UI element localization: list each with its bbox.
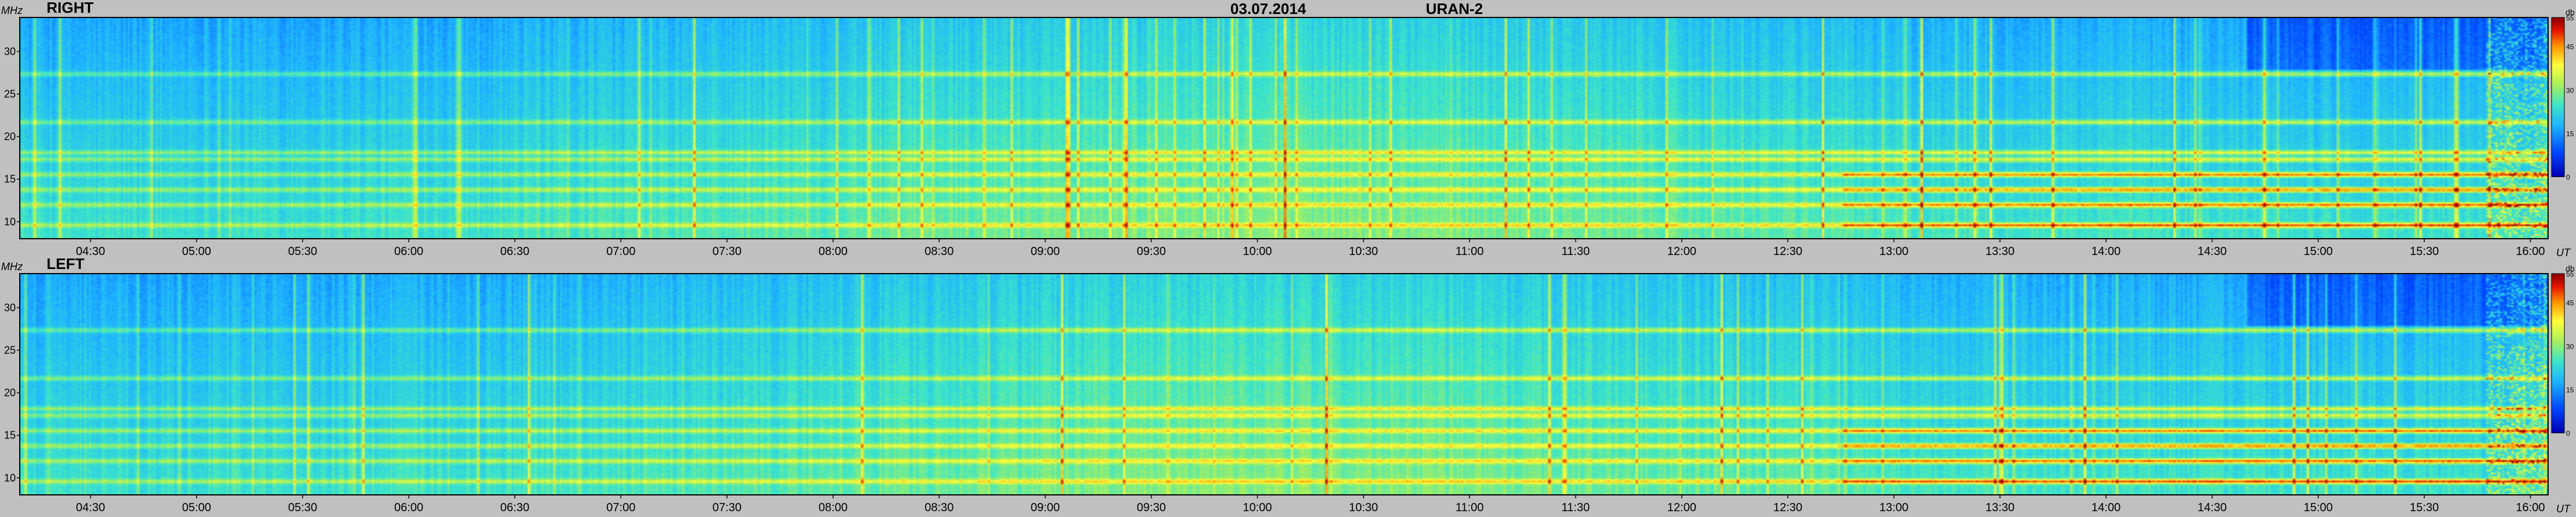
x-tick-label: 05:00 bbox=[182, 245, 211, 258]
colorbar-tick-label: 15 bbox=[2566, 386, 2574, 394]
colorbar bbox=[2552, 274, 2564, 433]
y-axis-label: MHz bbox=[1, 261, 23, 272]
x-tick-label: 11:30 bbox=[1561, 501, 1590, 514]
x-tick-label: 08:30 bbox=[924, 501, 953, 514]
y-tick-label: 30 bbox=[4, 45, 16, 57]
spectrogram-image bbox=[20, 17, 2548, 239]
colorbar-tick-label: 0 bbox=[2566, 173, 2570, 182]
x-tick-label: 11:30 bbox=[1561, 245, 1590, 258]
spectrogram-panel-right: RIGHT MHz 10 15 20 25 30 04:30 05:00 05:30 06:00 06… bbox=[1, 0, 2575, 258]
colorbar-tick-label: 0 bbox=[2566, 430, 2570, 438]
observation-date: 03.07.2014 bbox=[1230, 0, 1307, 17]
x-tick-label: 13:00 bbox=[1879, 501, 1908, 514]
x-tick-label: 05:00 bbox=[182, 501, 211, 514]
y-axis-label: MHz bbox=[1, 5, 23, 16]
spectrogram-image bbox=[20, 274, 2548, 495]
x-tick-label: 05:30 bbox=[288, 245, 317, 258]
colorbar-tick-label: 45 bbox=[2566, 299, 2574, 307]
colorbar-label: db bbox=[2566, 8, 2575, 17]
colorbar-tick-label: 30 bbox=[2566, 342, 2574, 350]
colorbar-tick-label: 30 bbox=[2566, 86, 2574, 94]
x-tick-label: 12:00 bbox=[1667, 501, 1696, 514]
x-tick-label: 08:30 bbox=[924, 245, 953, 258]
colorbar bbox=[2552, 17, 2564, 177]
x-tick-label: 07:30 bbox=[713, 501, 742, 514]
x-tick-label: 12:30 bbox=[1773, 245, 1802, 258]
spectrogram-panel-left: LEFT MHz 10 15 20 25 30 04:30 05:00 05:30 06:00 06:… bbox=[1, 255, 2575, 515]
x-tick-label: 09:30 bbox=[1137, 501, 1166, 514]
x-tick-label: 08:00 bbox=[819, 245, 848, 258]
x-tick-label: 13:30 bbox=[1986, 501, 2015, 514]
instrument-name: URAN-2 bbox=[1426, 0, 1483, 17]
x-tick-label: 13:30 bbox=[1986, 245, 2015, 258]
x-tick-label: 09:00 bbox=[1031, 501, 1060, 514]
x-tick-label: 07:00 bbox=[606, 501, 635, 514]
x-tick-label: 06:00 bbox=[394, 245, 424, 258]
panel-title: LEFT bbox=[47, 255, 84, 272]
x-tick-label: 14:30 bbox=[2198, 501, 2227, 514]
x-tick-label: 11:00 bbox=[1456, 501, 1484, 514]
x-tick-label: 07:00 bbox=[606, 245, 635, 258]
x-tick-label: 15:00 bbox=[2304, 501, 2333, 514]
x-tick-label: 06:30 bbox=[500, 245, 529, 258]
x-tick-label: 14:00 bbox=[2091, 245, 2120, 258]
x-tick-label: 06:30 bbox=[500, 501, 529, 514]
colorbar-tick-label: 55 bbox=[2566, 270, 2574, 278]
y-tick-label: 10 bbox=[4, 472, 16, 484]
x-tick-label: 05:30 bbox=[288, 501, 317, 514]
x-tick-label: 10:00 bbox=[1243, 245, 1272, 258]
colorbar-tick-label: 45 bbox=[2566, 43, 2574, 51]
colorbar-frame bbox=[2551, 17, 2565, 178]
x-tick-label: 15:30 bbox=[2410, 245, 2439, 258]
x-tick-label: 15:00 bbox=[2304, 245, 2333, 258]
colorbar-tick-label: 15 bbox=[2566, 130, 2574, 138]
x-tick-label: 12:00 bbox=[1667, 245, 1696, 258]
x-tick-label: 11:00 bbox=[1456, 245, 1484, 258]
x-tick-label: 04:30 bbox=[76, 501, 105, 514]
x-tick-label: 14:00 bbox=[2091, 501, 2120, 514]
x-tick-label: 12:30 bbox=[1773, 501, 1802, 514]
y-tick-label: 25 bbox=[4, 88, 16, 100]
panel-title: RIGHT bbox=[47, 0, 94, 16]
y-tick-label: 20 bbox=[4, 131, 16, 143]
plot-frame bbox=[19, 17, 2549, 239]
y-tick-label: 25 bbox=[4, 345, 16, 356]
x-tick-label: 10:30 bbox=[1349, 501, 1378, 514]
x-tick-label: 06:00 bbox=[394, 501, 424, 514]
colorbar-frame bbox=[2551, 273, 2565, 434]
x-tick-label: 08:00 bbox=[819, 501, 848, 514]
x-tick-label: 14:30 bbox=[2198, 245, 2227, 258]
x-axis-label: UT bbox=[2556, 503, 2571, 515]
y-tick-label: 15 bbox=[4, 173, 16, 185]
x-tick-label: 15:30 bbox=[2410, 501, 2439, 514]
y-tick-label: 30 bbox=[4, 302, 16, 313]
x-tick-label: 10:00 bbox=[1243, 501, 1272, 514]
y-tick-label: 20 bbox=[4, 387, 16, 399]
colorbar-tick-label: 55 bbox=[2566, 14, 2574, 22]
x-tick-label: 07:30 bbox=[713, 245, 742, 258]
plot-frame bbox=[19, 273, 2549, 495]
x-tick-label: 10:30 bbox=[1349, 245, 1378, 258]
y-tick-label: 15 bbox=[4, 430, 16, 441]
x-tick-label: 16:00 bbox=[2516, 245, 2545, 258]
x-tick-label: 09:30 bbox=[1137, 245, 1166, 258]
x-tick-label: 09:00 bbox=[1031, 245, 1060, 258]
y-tick-label: 10 bbox=[4, 216, 16, 228]
x-tick-label: 13:00 bbox=[1879, 245, 1908, 258]
x-tick-label: 04:30 bbox=[76, 245, 105, 258]
x-tick-label: 16:00 bbox=[2516, 501, 2545, 514]
x-axis-label: UT bbox=[2556, 247, 2571, 258]
colorbar-label: db bbox=[2566, 264, 2575, 273]
